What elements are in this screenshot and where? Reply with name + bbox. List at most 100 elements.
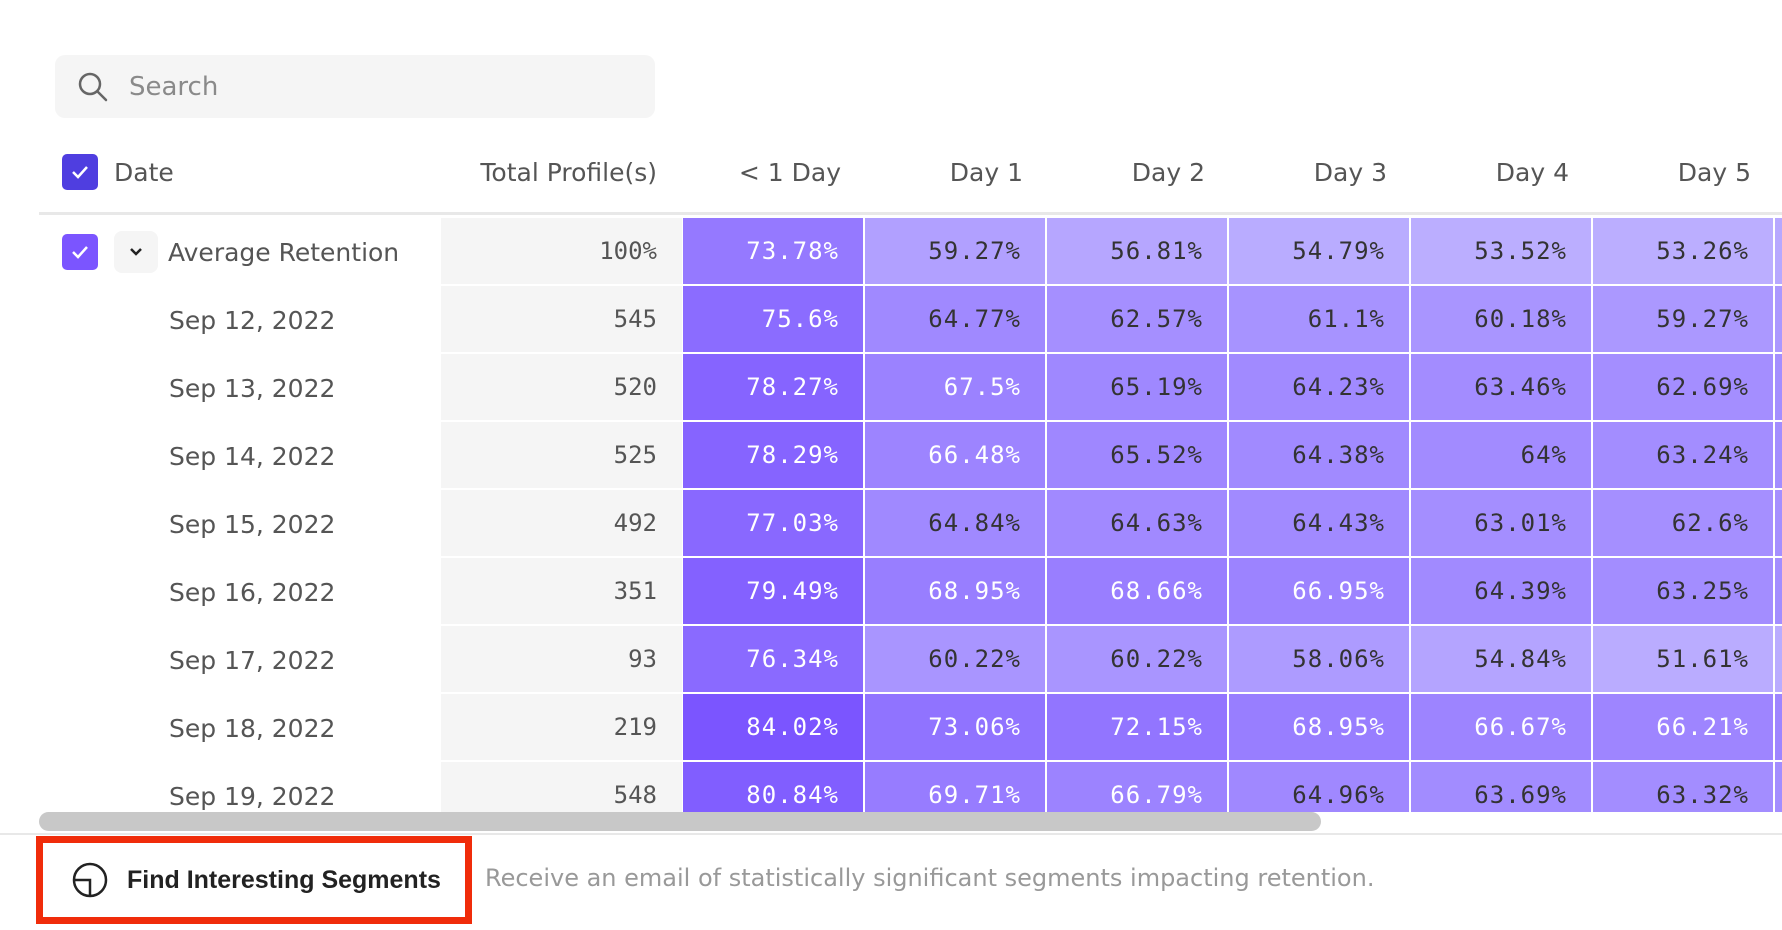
retention-cell[interactable]: 64.43% — [1229, 490, 1409, 556]
retention-cell[interactable]: 64.63% — [1047, 490, 1227, 556]
retention-cell[interactable]: 73.06% — [865, 694, 1045, 760]
day-header[interactable]: Day 2 — [1131, 157, 1205, 187]
row-date: Sep 14, 2022 — [169, 441, 336, 471]
retention-cell[interactable]: 63.69% — [1411, 762, 1591, 812]
average-total: 100% — [441, 218, 682, 284]
retention-cell[interactable]: 62.69% — [1593, 354, 1773, 420]
average-row: Average Retention 100% 73.78% 59.27% 56.81… — [0, 218, 1782, 286]
retention-cell[interactable]: 53.52% — [1411, 218, 1591, 284]
segments-description: Receive an email of statistically signif… — [485, 864, 1375, 892]
retention-cell[interactable]: 73.78% — [683, 218, 863, 284]
retention-cell[interactable]: 67.5% — [865, 354, 1045, 420]
find-interesting-segments-label: Find Interesting Segments — [127, 865, 441, 894]
day-header[interactable]: Day 1 — [949, 157, 1023, 187]
retention-cell[interactable]: 60.18% — [1411, 286, 1591, 352]
retention-cell[interactable]: 65.52% — [1047, 422, 1227, 488]
day-header[interactable]: Day 3 — [1313, 157, 1387, 187]
row-date: Sep 12, 2022 — [169, 305, 336, 335]
retention-cell[interactable]: 80.84% — [683, 762, 863, 812]
retention-cell-overflow — [1775, 490, 1782, 556]
retention-cell[interactable]: 64.38% — [1229, 422, 1409, 488]
retention-cell[interactable]: 64.39% — [1411, 558, 1591, 624]
row-total: 525 — [441, 422, 682, 488]
total-header[interactable]: Total Profile(s) — [480, 157, 657, 187]
find-interesting-segments-button[interactable]: Find Interesting Segments — [36, 836, 472, 924]
retention-cell[interactable]: 64.23% — [1229, 354, 1409, 420]
retention-cell-overflow — [1775, 558, 1782, 624]
retention-cell[interactable]: 54.84% — [1411, 626, 1591, 692]
retention-cell[interactable]: 60.22% — [1047, 626, 1227, 692]
retention-cell[interactable]: 77.03% — [683, 490, 863, 556]
retention-cell[interactable]: 63.46% — [1411, 354, 1591, 420]
retention-cell[interactable]: 64.96% — [1229, 762, 1409, 812]
retention-cell[interactable]: 66.21% — [1593, 694, 1773, 760]
retention-cell[interactable]: 65.19% — [1047, 354, 1227, 420]
date-header-label: Date — [114, 157, 174, 187]
retention-cell[interactable]: 51.61% — [1593, 626, 1773, 692]
retention-cell[interactable]: 64% — [1411, 422, 1591, 488]
day-header[interactable]: Day 4 — [1495, 157, 1569, 187]
retention-cell[interactable]: 62.6% — [1593, 490, 1773, 556]
retention-cell[interactable]: 59.27% — [865, 218, 1045, 284]
retention-cell[interactable]: 61.1% — [1229, 286, 1409, 352]
retention-cell[interactable]: 66.95% — [1229, 558, 1409, 624]
retention-cell[interactable]: 75.6% — [683, 286, 863, 352]
table-row: Sep 12, 2022 545 75.6% 64.77% 62.57% 61.1% 60.… — [0, 286, 1782, 354]
retention-cell[interactable]: 63.01% — [1411, 490, 1591, 556]
date-header: Date — [62, 150, 174, 194]
day-header[interactable]: < 1 Day — [738, 157, 841, 187]
retention-cell[interactable]: 63.32% — [1593, 762, 1773, 812]
retention-cell[interactable]: 54.79% — [1229, 218, 1409, 284]
row-date: Sep 19, 2022 — [169, 781, 336, 811]
search-field[interactable] — [55, 55, 655, 118]
footer-divider — [0, 833, 1782, 835]
row-total: 93 — [441, 626, 682, 692]
row-date: Sep 17, 2022 — [169, 645, 336, 675]
retention-cell[interactable]: 68.66% — [1047, 558, 1227, 624]
retention-cell[interactable]: 68.95% — [1229, 694, 1409, 760]
retention-cell[interactable]: 64.84% — [865, 490, 1045, 556]
retention-cell[interactable]: 66.48% — [865, 422, 1045, 488]
retention-cell[interactable]: 53.26% — [1593, 218, 1773, 284]
retention-cell[interactable]: 69.71% — [865, 762, 1045, 812]
average-label: Average Retention — [168, 237, 400, 267]
retention-cell[interactable]: 72.15% — [1047, 694, 1227, 760]
retention-cell[interactable]: 79.49% — [683, 558, 863, 624]
select-all-checkbox[interactable] — [62, 154, 98, 190]
retention-cell-overflow — [1775, 762, 1782, 812]
retention-cell[interactable]: 63.24% — [1593, 422, 1773, 488]
retention-cell[interactable]: 59.27% — [1593, 286, 1773, 352]
expand-toggle[interactable] — [114, 231, 158, 273]
retention-cell[interactable]: 76.34% — [683, 626, 863, 692]
horizontal-scrollbar[interactable] — [39, 812, 1321, 831]
retention-cell-overflow — [1775, 286, 1782, 352]
retention-cell[interactable]: 78.27% — [683, 354, 863, 420]
table-row: Sep 13, 2022 520 78.27% 67.5% 65.19% 64.23% 63… — [0, 354, 1782, 422]
retention-cell[interactable]: 60.22% — [865, 626, 1045, 692]
check-icon — [72, 246, 88, 259]
row-total: 548 — [441, 762, 682, 812]
retention-cell[interactable]: 66.67% — [1411, 694, 1591, 760]
retention-cell[interactable]: 68.95% — [865, 558, 1045, 624]
retention-cell[interactable]: 78.29% — [683, 422, 863, 488]
segments-icon — [72, 862, 108, 898]
row-date: Sep 15, 2022 — [169, 509, 336, 539]
retention-cell[interactable]: 66.79% — [1047, 762, 1227, 812]
table-row: Sep 15, 2022 492 77.03% 64.84% 64.63% 64.43% 6… — [0, 490, 1782, 558]
search-input[interactable] — [129, 71, 629, 102]
retention-table: Average Retention 100% 73.78% 59.27% 56.81… — [0, 218, 1782, 812]
average-checkbox[interactable] — [62, 234, 98, 270]
retention-cell[interactable]: 84.02% — [683, 694, 863, 760]
retention-cell[interactable]: 56.81% — [1047, 218, 1227, 284]
retention-cell[interactable]: 64.77% — [865, 286, 1045, 352]
retention-cell[interactable]: 63.25% — [1593, 558, 1773, 624]
retention-cell[interactable]: 58.06% — [1229, 626, 1409, 692]
day-header[interactable]: Day 5 — [1677, 157, 1751, 187]
retention-cell[interactable]: 62.57% — [1047, 286, 1227, 352]
retention-cell-overflow — [1775, 354, 1782, 420]
table-row: Sep 14, 2022 525 78.29% 66.48% 65.52% 64.38% 6… — [0, 422, 1782, 490]
chevron-down-icon — [130, 248, 142, 256]
retention-cell-overflow — [1775, 626, 1782, 692]
row-total: 219 — [441, 694, 682, 760]
table-row: Sep 16, 2022 351 79.49% 68.95% 68.66% 66.95% 6… — [0, 558, 1782, 626]
